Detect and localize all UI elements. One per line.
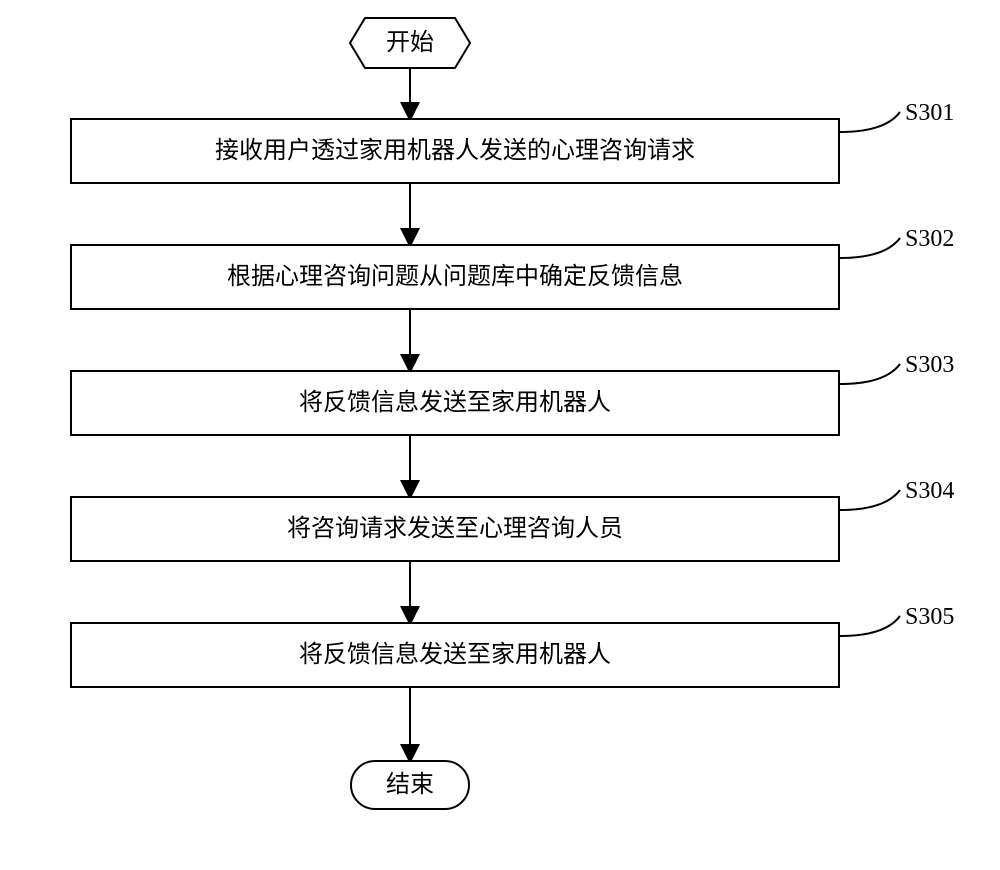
label-s303: S303 (905, 352, 954, 379)
step-s301: 接收用户透过家用机器人发送的心理咨询请求 (70, 118, 840, 184)
label-s305: S305 (905, 604, 954, 631)
step-s305: 将反馈信息发送至家用机器人 (70, 622, 840, 688)
end-text: 结束 (386, 771, 434, 800)
step-text: 根据心理咨询问题从问题库中确定反馈信息 (227, 263, 683, 292)
step-s304: 将咨询请求发送至心理咨询人员 (70, 496, 840, 562)
step-s302: 根据心理咨询问题从问题库中确定反馈信息 (70, 244, 840, 310)
label-s301: S301 (905, 100, 954, 127)
label-s302: S302 (905, 226, 954, 253)
step-text: 将咨询请求发送至心理咨询人员 (287, 515, 623, 544)
start-node: 开始 (350, 18, 470, 68)
step-text: 接收用户透过家用机器人发送的心理咨询请求 (215, 137, 695, 166)
step-text: 将反馈信息发送至家用机器人 (299, 641, 611, 670)
step-s303: 将反馈信息发送至家用机器人 (70, 370, 840, 436)
label-s304: S304 (905, 478, 954, 505)
end-node: 结束 (350, 760, 470, 810)
start-text: 开始 (386, 29, 434, 58)
step-text: 将反馈信息发送至家用机器人 (299, 389, 611, 418)
flowchart-canvas: 接收用户透过家用机器人发送的心理咨询请求 根据心理咨询问题从问题库中确定反馈信息… (0, 0, 1000, 870)
